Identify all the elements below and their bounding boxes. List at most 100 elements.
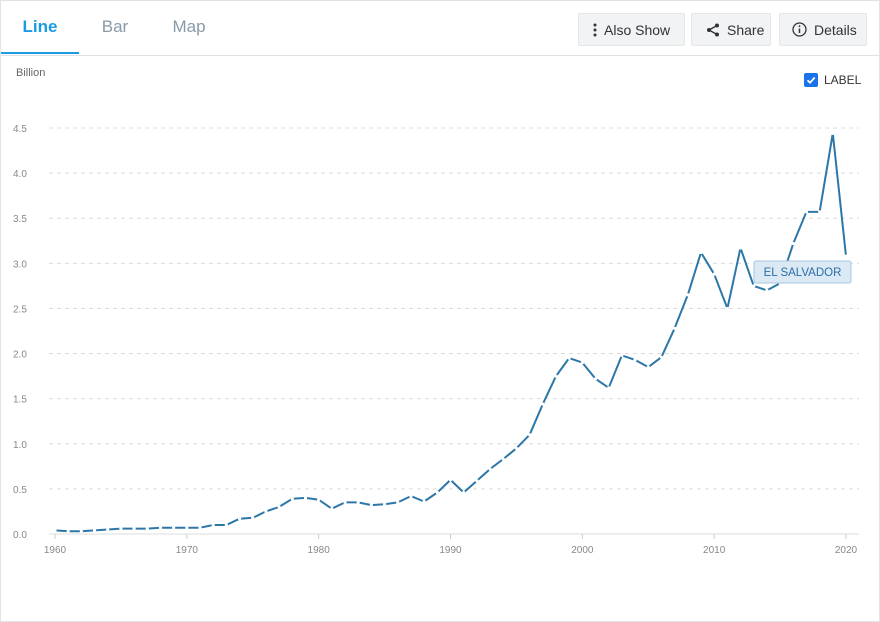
data-point — [580, 360, 584, 365]
y-tick-label: 1.5 — [13, 395, 27, 406]
label-toggle[interactable]: LABEL — [804, 73, 861, 87]
checkmark-icon — [806, 76, 816, 85]
data-point — [303, 496, 308, 500]
data-point — [317, 498, 321, 502]
data-point — [567, 356, 571, 360]
x-tick-label: 2010 — [703, 545, 726, 556]
data-point — [765, 288, 769, 292]
data-point — [554, 374, 558, 378]
x-tick-label: 1970 — [176, 545, 199, 556]
data-point — [514, 446, 519, 450]
share-button[interactable]: Share — [691, 13, 771, 46]
data-point — [448, 478, 453, 482]
data-point — [752, 284, 756, 288]
data-point — [396, 500, 400, 505]
data-point — [475, 479, 479, 483]
data-point — [712, 272, 716, 276]
y-tick-label: 3.0 — [13, 259, 27, 270]
data-point — [804, 210, 809, 214]
data-point — [264, 509, 268, 514]
data-point — [620, 353, 624, 357]
share-icon — [707, 23, 719, 36]
data-point — [106, 527, 110, 532]
tab-map[interactable]: Map — [172, 17, 206, 36]
label-checkbox[interactable] — [804, 73, 818, 87]
data-point — [738, 246, 743, 250]
series-label-box — [753, 260, 852, 284]
y-tick-label: 1.0 — [13, 440, 27, 451]
y-tick-label: 4.5 — [13, 124, 27, 135]
data-point — [224, 523, 228, 527]
data-point — [92, 528, 97, 532]
details-button[interactable]: Details — [779, 13, 867, 46]
data-point — [237, 517, 242, 521]
data-point — [290, 497, 294, 501]
data-point — [198, 526, 202, 530]
data-point — [158, 526, 163, 530]
data-point — [528, 433, 532, 437]
data-point — [119, 526, 123, 531]
data-point — [725, 306, 729, 311]
data-point — [422, 499, 426, 504]
details-label: Details — [814, 21, 857, 38]
data-point — [791, 241, 795, 246]
series-label: EL SALVADOR — [764, 267, 842, 279]
x-tick-label: 1990 — [439, 545, 462, 556]
label-toggle-text: LABEL — [824, 73, 862, 87]
data-point — [251, 516, 255, 520]
y-tick-label: 2.0 — [13, 350, 27, 361]
data-point — [699, 250, 703, 255]
data-point — [501, 457, 505, 461]
data-point — [79, 529, 83, 533]
x-tick-label: 2020 — [835, 545, 858, 556]
y-tick-label: 3.5 — [13, 214, 27, 225]
y-axis-unit-label: Billion — [16, 67, 46, 79]
also-show-label: Also Show — [604, 21, 671, 38]
data-point — [343, 500, 347, 505]
data-point — [818, 210, 822, 214]
data-point — [172, 526, 176, 530]
y-tick-label: 2.5 — [13, 304, 27, 315]
data-point — [356, 500, 360, 505]
data-point — [646, 365, 650, 369]
data-point — [462, 490, 466, 495]
data-point — [686, 293, 690, 297]
data-point — [409, 494, 413, 498]
info-icon — [792, 22, 807, 37]
data-point — [593, 377, 598, 381]
data-point — [831, 131, 835, 136]
vertical-dots-icon — [593, 23, 597, 36]
data-point — [541, 402, 545, 406]
series-line-el-salvador — [54, 132, 847, 533]
data-point — [382, 502, 387, 506]
data-point — [185, 526, 189, 530]
x-tick-label: 1960 — [44, 545, 67, 556]
data-point — [488, 467, 492, 471]
data-point — [211, 523, 215, 527]
y-tick-label: 0.0 — [13, 530, 27, 541]
share-label: Share — [727, 21, 765, 38]
data-point — [844, 254, 848, 258]
data-point — [132, 526, 136, 531]
data-point — [607, 386, 611, 390]
y-tick-label: 0.5 — [13, 485, 27, 496]
data-point — [53, 528, 57, 532]
also-show-button[interactable]: Also Show — [578, 13, 685, 46]
data-point — [435, 490, 439, 495]
data-point — [330, 507, 334, 511]
data-point — [659, 355, 664, 359]
data-point — [145, 526, 149, 531]
x-tick-label: 2000 — [571, 545, 594, 556]
data-point — [369, 503, 373, 507]
tab-line[interactable]: Line — [1, 1, 79, 54]
x-tick-label: 1980 — [308, 545, 331, 556]
data-point — [633, 358, 637, 362]
data-point — [66, 529, 70, 533]
chart-type-tabs: Line Bar Map — [1, 1, 879, 56]
data-point — [673, 326, 677, 330]
tab-bar[interactable]: Bar — [101, 17, 129, 36]
y-tick-label: 4.0 — [13, 169, 27, 180]
data-point — [277, 505, 281, 509]
